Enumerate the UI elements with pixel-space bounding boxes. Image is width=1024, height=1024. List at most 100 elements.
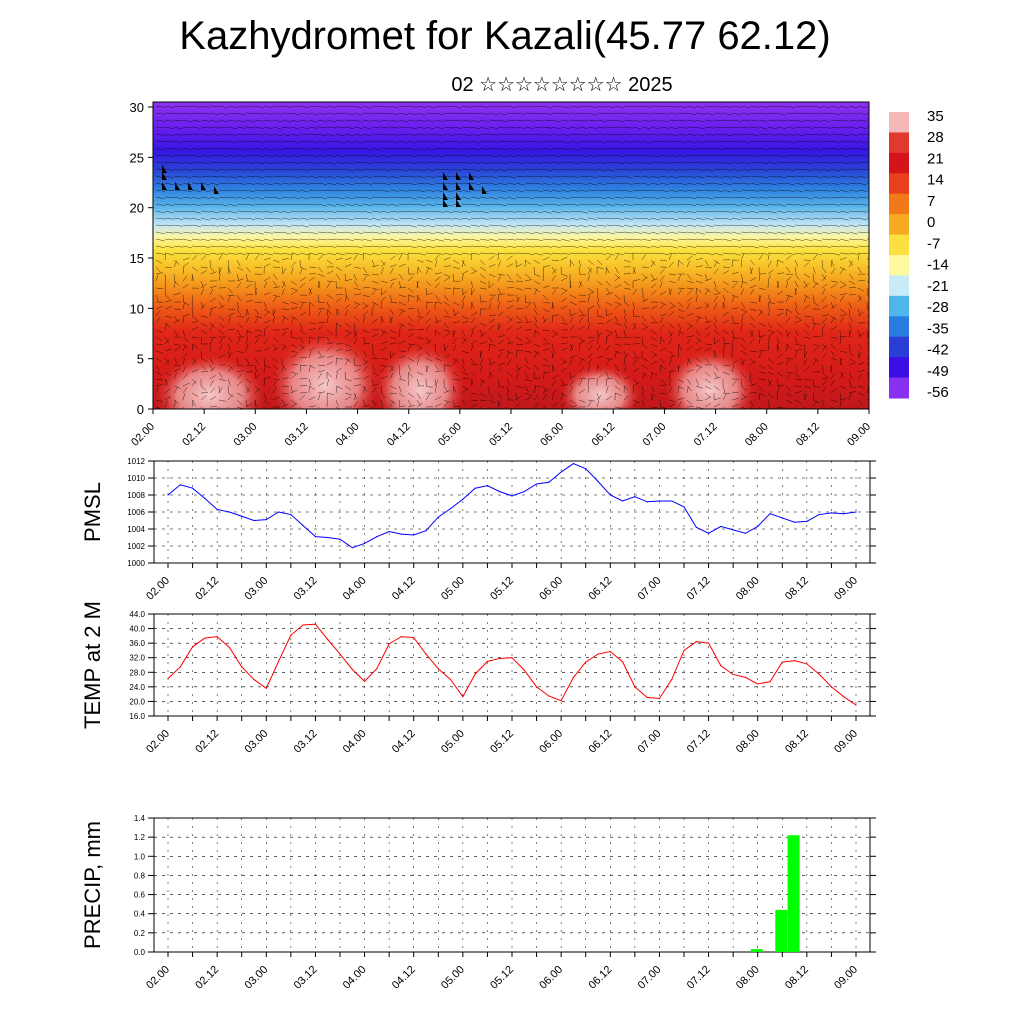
wind-barb — [641, 189, 651, 191]
wind-barb — [632, 168, 642, 171]
wind-barb — [470, 302, 473, 310]
pmsl-point — [216, 508, 218, 511]
wind-barb — [353, 350, 359, 357]
wind-barb — [605, 333, 613, 338]
wind-barb — [182, 112, 192, 115]
wind-barb — [614, 175, 624, 178]
x-tick-label: 05.12 — [488, 964, 516, 992]
x-tick-label: 07.12 — [685, 728, 713, 756]
wind-barb — [848, 154, 858, 156]
wind-barb — [776, 308, 784, 311]
wind-barb — [191, 119, 201, 122]
wind-barb — [623, 353, 630, 359]
wind-barb — [614, 351, 617, 359]
wind-barb — [281, 399, 286, 407]
wind-barb — [677, 231, 687, 233]
wind-barb — [290, 210, 300, 213]
wind-barb — [578, 231, 588, 233]
wind-barb — [659, 175, 669, 178]
wind-barb — [812, 133, 822, 136]
wind-barb — [668, 322, 674, 329]
wind-barb — [659, 147, 669, 150]
wind-barb — [776, 406, 784, 409]
wind-flag — [456, 192, 461, 200]
wind-barb — [839, 203, 849, 205]
wind-barb — [623, 140, 633, 143]
wind-barb — [560, 182, 570, 185]
wind-barb — [326, 392, 334, 395]
wind-barb — [857, 210, 867, 213]
wind-barb — [812, 400, 818, 408]
wind-barb — [470, 330, 474, 338]
wind-barb — [785, 255, 792, 261]
wind-barb — [821, 399, 825, 407]
wind-barb — [191, 182, 201, 184]
wind-barb — [407, 161, 417, 165]
wind-barb — [605, 266, 610, 274]
wind-barb — [380, 252, 390, 254]
wind-barb — [407, 189, 417, 192]
wind-barb — [605, 344, 610, 352]
wind-barb — [254, 238, 264, 242]
wind-barb — [767, 161, 777, 165]
wind-barb — [551, 196, 561, 199]
wind-barb — [821, 112, 831, 114]
wind-barb — [236, 175, 246, 178]
wind-barb — [452, 126, 462, 129]
wind-barb — [578, 377, 586, 380]
wind-barb — [803, 378, 811, 381]
wind-barb — [164, 224, 174, 227]
wind-barb — [254, 147, 264, 151]
wind-barb — [299, 217, 309, 220]
wind-barb — [749, 112, 759, 115]
wind-barb — [263, 346, 270, 352]
wind-barb — [317, 133, 327, 137]
wind-barb — [794, 351, 797, 359]
pmsl-point — [695, 526, 697, 528]
wind-barb — [605, 371, 609, 379]
wind-barb — [443, 182, 453, 185]
wind-barb — [722, 196, 732, 199]
wind-barb — [344, 210, 354, 213]
wind-barb — [533, 280, 541, 285]
wind-barb — [398, 245, 408, 247]
wind-barb — [461, 203, 471, 205]
temp-point — [830, 686, 833, 688]
wind-barb — [803, 217, 813, 220]
wind-barb — [227, 168, 237, 171]
temp-point — [658, 697, 661, 700]
wind-barb — [677, 203, 687, 205]
wind-barb — [623, 395, 630, 401]
wind-barb — [578, 308, 584, 315]
wind-barb — [434, 254, 440, 261]
wind-barb — [245, 337, 249, 345]
wind-barb — [434, 147, 444, 150]
wind-barb — [659, 347, 667, 352]
wind-barb — [767, 196, 777, 198]
wind-barb — [839, 358, 843, 366]
wind-barb — [182, 210, 192, 212]
wind-barb — [596, 189, 606, 191]
panel-ylabel: PRECIP, mm — [80, 821, 105, 949]
wind-barb — [155, 245, 165, 249]
wind-barb — [686, 287, 694, 290]
x-tick-label: 07.12 — [685, 964, 713, 992]
wind-barb — [686, 196, 696, 199]
wind-barb — [254, 224, 264, 226]
wind-barb — [173, 315, 179, 322]
wind-barb — [659, 337, 662, 345]
wind-barb — [533, 196, 543, 199]
wind-barb — [272, 189, 282, 192]
wind-barb — [236, 196, 246, 199]
wind-barb — [344, 332, 351, 338]
wind-barb — [470, 378, 475, 386]
wind-barb — [677, 217, 687, 220]
wind-barb — [821, 119, 831, 123]
y-tick-label: 36.0 — [129, 639, 145, 648]
wind-barb — [569, 355, 577, 359]
wind-barb — [470, 252, 480, 255]
pmsl-point — [388, 530, 390, 533]
x-tick-label: 08.12 — [783, 728, 811, 756]
wind-barb — [515, 372, 519, 380]
wind-barb — [722, 343, 730, 345]
